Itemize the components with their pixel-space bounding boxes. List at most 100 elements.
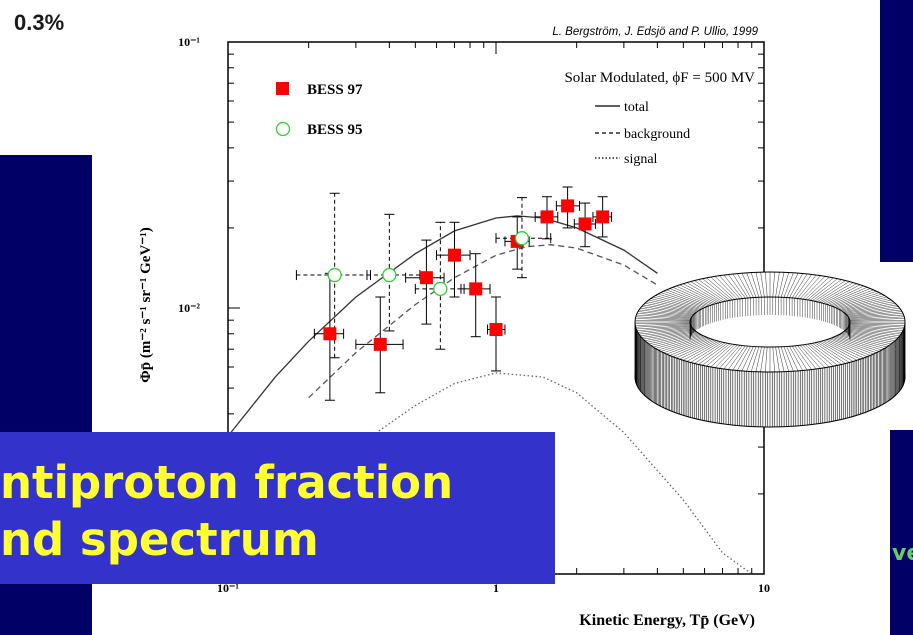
torus-radial-winding [648, 299, 699, 312]
torus-radial-winding [732, 273, 749, 299]
torus-radial-winding [807, 343, 834, 367]
torus-radial-winding [751, 272, 760, 298]
curve-background [308, 244, 658, 399]
torus-radial-winding [848, 311, 903, 317]
torus-radial-winding [635, 323, 691, 326]
torus-radial-winding [635, 316, 691, 320]
torus-radial-winding [655, 335, 703, 349]
navy-panel-right-bottom [890, 430, 913, 635]
legend-label-background: background [624, 127, 690, 142]
torus-radial-winding [723, 274, 743, 299]
torus-radial-winding [821, 283, 857, 303]
torus-radial-winding [814, 342, 846, 364]
toroidal-magnet-illustration [634, 271, 906, 428]
torus-radial-winding [723, 345, 743, 370]
torus-radial-winding [746, 272, 757, 298]
torus-radial-winding [641, 329, 694, 338]
torus-radial-winding [836, 293, 882, 309]
torus-radial-winding [755, 346, 762, 372]
data-point-bess97 [419, 271, 433, 285]
torus-radial-winding [636, 314, 691, 319]
torus-radial-winding [802, 276, 826, 300]
torus-radial-winding [845, 330, 897, 340]
torus-radial-winding [849, 318, 905, 321]
torus-radial-winding [686, 282, 721, 303]
torus-radial-winding [694, 342, 726, 364]
torus-radial-winding [839, 334, 887, 348]
torus-radial-winding [845, 304, 897, 314]
torus-radial-winding [844, 303, 896, 313]
torus-radial-winding [719, 345, 741, 369]
torus-radial-winding [837, 335, 885, 349]
torus-radial-winding [765, 271, 768, 298]
x-tick-label: 10⁻¹ [217, 581, 239, 595]
legend-label-signal: signal [624, 152, 658, 167]
torus-radial-winding [847, 309, 902, 317]
torus-radial-winding [635, 322, 691, 324]
top-left-label: 0.3% [14, 10, 65, 35]
title-line-1: ntiproton fraction [0, 456, 454, 509]
torus-radial-winding [728, 345, 746, 370]
torus-radial-winding [846, 306, 899, 315]
torus-radial-winding [804, 276, 830, 300]
torus-radial-winding [660, 336, 706, 352]
chart-legend: BESS 97 BESS 95 total background signal [275, 82, 690, 167]
torus-radial-winding [676, 285, 715, 305]
title-line-2: nd spectrum [0, 513, 319, 566]
torus-radial-winding [843, 332, 894, 343]
torus-radial-winding [760, 272, 765, 298]
torus-radial-winding [772, 346, 775, 373]
torus-radial-winding [643, 304, 695, 314]
torus-radial-winding [841, 299, 892, 312]
torus-radial-winding [780, 272, 789, 298]
torus-radial-winding [710, 276, 736, 300]
torus-radial-winding [849, 322, 905, 324]
torus-radial-winding [839, 296, 887, 310]
torus-radial-winding [832, 337, 877, 353]
data-point-bess97 [469, 282, 483, 296]
data-point-bess95 [433, 281, 448, 297]
torus-radial-winding [827, 339, 868, 357]
torus-radial-winding [799, 275, 821, 299]
y-axis-label: Φp̄ (m⁻² s⁻¹ sr⁻¹ GeV⁻¹) [138, 227, 154, 382]
curve-signal [355, 372, 753, 575]
torus-radial-winding [640, 308, 694, 316]
torus-radial-winding [741, 273, 754, 298]
torus-radial-winding [663, 291, 708, 307]
torus-radial-winding [641, 306, 694, 315]
torus-radial-winding [643, 330, 695, 340]
torus-radial-winding [823, 340, 861, 360]
torus-radial-winding [789, 346, 803, 371]
torus-radial-winding [658, 335, 704, 351]
torus-radial-winding [646, 332, 697, 343]
torus-radial-winding [848, 313, 903, 318]
torus-radial-winding [802, 344, 826, 368]
torus-radial-winding [843, 301, 894, 312]
torus-radial-winding [741, 346, 754, 371]
torus-radial-winding [849, 314, 904, 319]
bottom-right-fragment: ve [892, 541, 913, 566]
data-point-bess97 [447, 248, 461, 262]
torus-radial-winding [827, 287, 868, 305]
torus-radial-winding [848, 327, 903, 333]
torus-radial-winding [849, 316, 905, 320]
torus-radial-winding [746, 346, 757, 372]
torus-radial-winding [812, 279, 842, 301]
torus-radial-winding [832, 291, 877, 307]
torus-radial-winding [804, 344, 830, 368]
chart-annotation: Solar Modulated, ϕF = 500 MV [564, 70, 755, 86]
torus-radial-winding [702, 343, 731, 366]
torus-radial-winding [658, 293, 704, 309]
torus-radial-winding [732, 345, 749, 371]
torus-radial-winding [791, 345, 808, 371]
torus-radial-winding [765, 346, 768, 373]
y-tick-label: 10⁻² [178, 301, 200, 315]
torus-radial-winding [751, 346, 760, 372]
torus-radial-winding [778, 272, 785, 298]
data-point-bess95 [327, 267, 342, 283]
torus-radial-winding [698, 343, 728, 365]
torus-radial-winding [834, 292, 880, 308]
torus-radial-winding [644, 303, 696, 313]
torus-radial-winding [825, 339, 864, 359]
data-point-bess97 [578, 217, 592, 231]
